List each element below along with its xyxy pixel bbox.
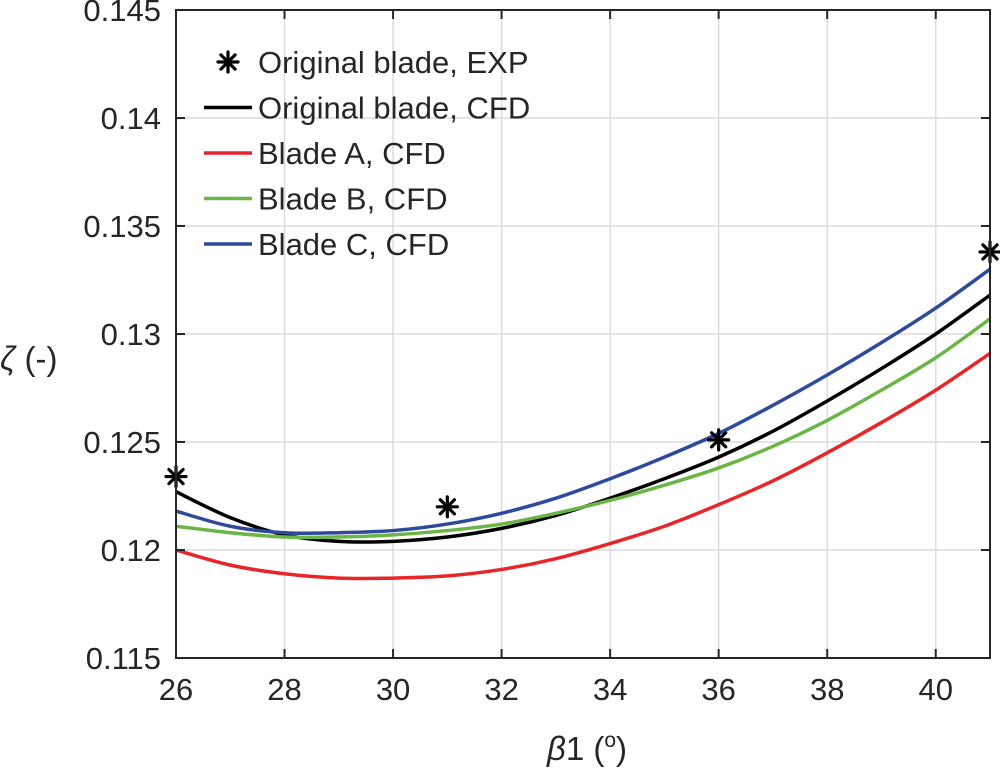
y-tick-label: 0.145 xyxy=(83,0,161,28)
legend-entry-label: Blade B, CFD xyxy=(258,182,448,217)
legend-marker-symbol xyxy=(216,50,240,74)
x-tick-label: 28 xyxy=(267,672,301,707)
x-tick-label: 34 xyxy=(593,672,627,707)
data-point-marker xyxy=(435,495,459,519)
legend: Original blade, EXP Original blade, CFD Bl… xyxy=(204,45,530,262)
y-tick-label: 0.115 xyxy=(86,641,161,676)
legend-entry-label: Blade C, CFD xyxy=(258,227,449,262)
y-tick-label: 0.12 xyxy=(101,533,161,568)
y-tick-label: 0.135 xyxy=(83,209,161,244)
asterisk-stroke xyxy=(709,431,728,449)
x-tick-label: 30 xyxy=(376,672,410,707)
x-tick-label: 38 xyxy=(810,672,844,707)
gridlines xyxy=(175,9,990,659)
series-line-1 xyxy=(175,293,992,544)
data-point-marker xyxy=(707,428,731,452)
y-tick-label: 0.13 xyxy=(101,317,161,352)
series-layer xyxy=(164,240,1000,581)
x-tick-label: 36 xyxy=(701,672,735,707)
y-tick-label: 0.14 xyxy=(101,101,161,136)
legend-entry-label: Original blade, EXP xyxy=(258,45,529,80)
y-tick-label: 0.125 xyxy=(83,425,161,460)
x-tick-label: 32 xyxy=(484,672,518,707)
legend-entry-label: Blade A, CFD xyxy=(258,136,446,171)
asterisk-stroke xyxy=(219,53,237,71)
legend-entry-label: Original blade, CFD xyxy=(258,91,530,126)
x-tick-label: 40 xyxy=(918,672,952,707)
asterisk-stroke xyxy=(438,498,457,516)
series-line-2 xyxy=(175,351,991,581)
y-axis-label: ζ (-) xyxy=(0,340,57,377)
x-axis-label: β1 (o) xyxy=(546,729,627,767)
series-line-4 xyxy=(175,267,992,536)
series-line-3 xyxy=(175,317,992,540)
x-tick-label: 26 xyxy=(159,672,193,707)
axis-ticks: 26 28 30 32 34 36 38 40 0.115 0.12 0.125 0.13 0.135 0… xyxy=(83,0,990,707)
